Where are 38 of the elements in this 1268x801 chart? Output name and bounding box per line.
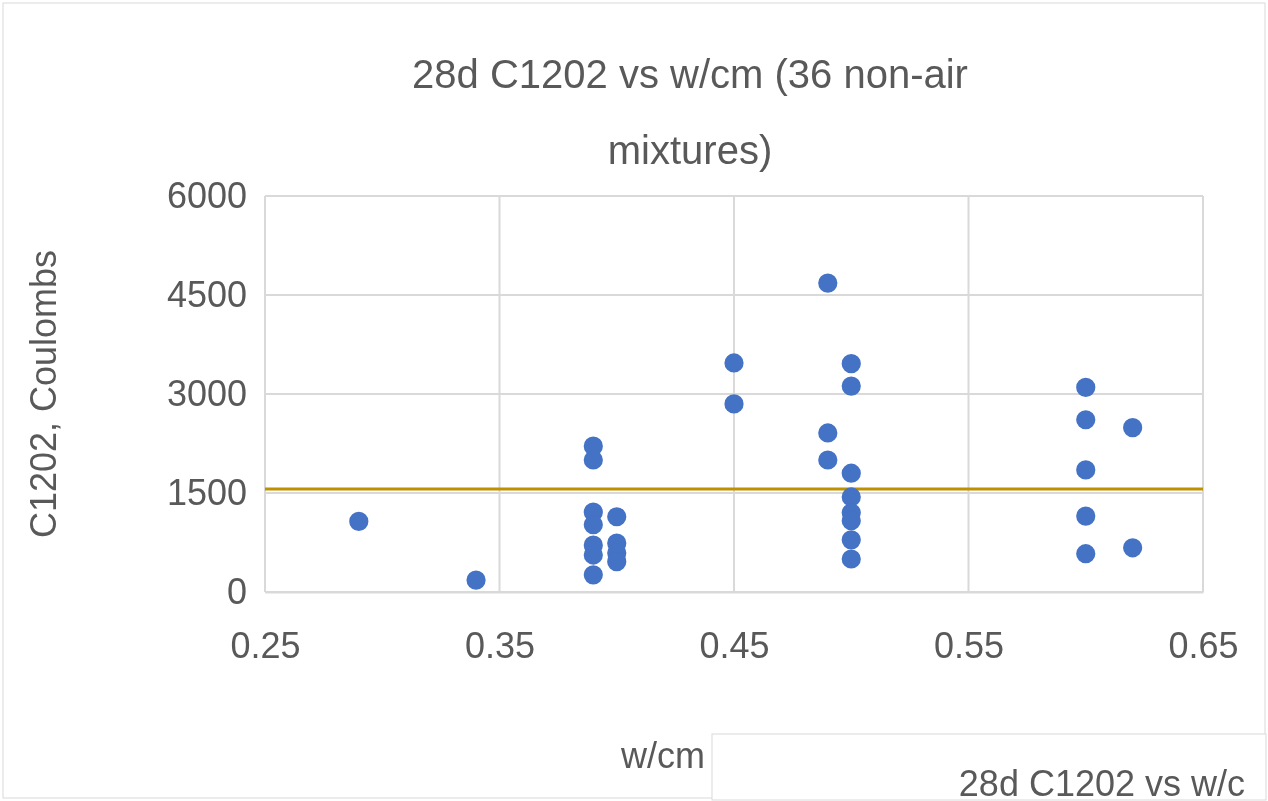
point	[724, 394, 744, 414]
point	[841, 463, 861, 483]
point	[1076, 544, 1096, 564]
point	[818, 450, 838, 470]
point	[841, 487, 861, 507]
point	[841, 354, 861, 374]
point	[583, 450, 603, 470]
point	[1076, 410, 1096, 430]
y-tick-label: 4500	[166, 274, 247, 316]
point	[841, 376, 861, 396]
x-axis-title: w/cm	[620, 735, 705, 776]
point	[818, 273, 838, 293]
x-tick-label: 0.45	[699, 624, 770, 666]
y-tick-label: 3000	[166, 373, 247, 415]
point	[1123, 538, 1143, 558]
y-tick-label: 1500	[166, 472, 247, 514]
point	[818, 423, 838, 443]
x-tick-label: 0.65	[1168, 624, 1239, 666]
x-tick-label: 0.25	[230, 624, 301, 666]
text: 28d C1202 vs w/c	[958, 763, 1245, 801]
point	[466, 570, 486, 590]
point	[1123, 418, 1143, 438]
y-tick-label: 6000	[166, 175, 247, 217]
point	[841, 530, 861, 550]
point	[1076, 460, 1096, 480]
y-axis-title: C1202, Coulombs	[23, 249, 64, 539]
x-tick-label: 0.35	[464, 624, 536, 666]
point	[583, 565, 603, 585]
point	[1076, 506, 1096, 526]
x-tick-label: 0.55	[933, 624, 1005, 666]
y-tick-label: 0	[226, 571, 247, 613]
point	[349, 511, 369, 531]
chart-title: 28d C1202 vs w/cm (36 non-air mixtures)	[412, 52, 968, 172]
point	[583, 515, 603, 535]
point	[724, 353, 744, 373]
point	[1076, 377, 1096, 397]
point	[607, 507, 627, 527]
point	[841, 549, 861, 569]
